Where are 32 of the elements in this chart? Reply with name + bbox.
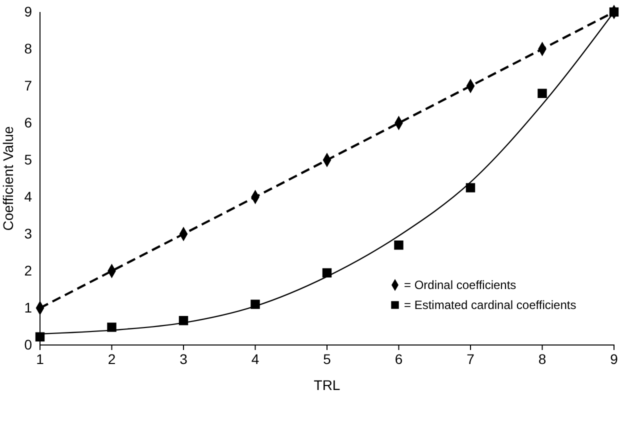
x-tick-label: 3	[180, 350, 188, 367]
y-tick-label: 7	[24, 77, 32, 94]
point	[609, 7, 619, 17]
y-tick-label: 6	[24, 114, 32, 130]
y-tick-label: 3	[24, 225, 32, 242]
x-tick-label: 9	[610, 350, 618, 367]
point	[538, 88, 547, 98]
legend-label: = Ordinal coefficients	[404, 278, 516, 292]
x-tick-label: 1	[36, 350, 44, 367]
point	[250, 300, 260, 309]
y-tick-label: 2	[24, 262, 32, 278]
y-axis-title: Coefficient Value	[0, 126, 16, 231]
x-axis-title: TRL	[314, 377, 340, 393]
x-tick-label: 5	[323, 350, 332, 367]
y-tick-label: 9	[24, 3, 32, 20]
point	[322, 268, 332, 278]
legend-label: = Estimated cardinal coefficients	[404, 298, 576, 312]
x-tick-label: 2	[108, 350, 116, 367]
point	[394, 240, 404, 250]
x-tick-label: 4	[251, 350, 260, 367]
x-tick-label: 6	[394, 350, 403, 367]
x-tick-label: 7	[466, 350, 475, 367]
y-tick-label: 8	[24, 40, 32, 56]
point	[107, 322, 116, 332]
point	[466, 183, 476, 192]
y-tick-label: 5	[24, 151, 32, 168]
y-tick-label: 4	[24, 188, 32, 204]
point	[178, 316, 188, 326]
point	[35, 332, 45, 342]
x-tick-label: 8	[538, 350, 546, 367]
y-tick-label: 0	[24, 336, 32, 352]
y-tick-label: 1	[24, 299, 32, 316]
